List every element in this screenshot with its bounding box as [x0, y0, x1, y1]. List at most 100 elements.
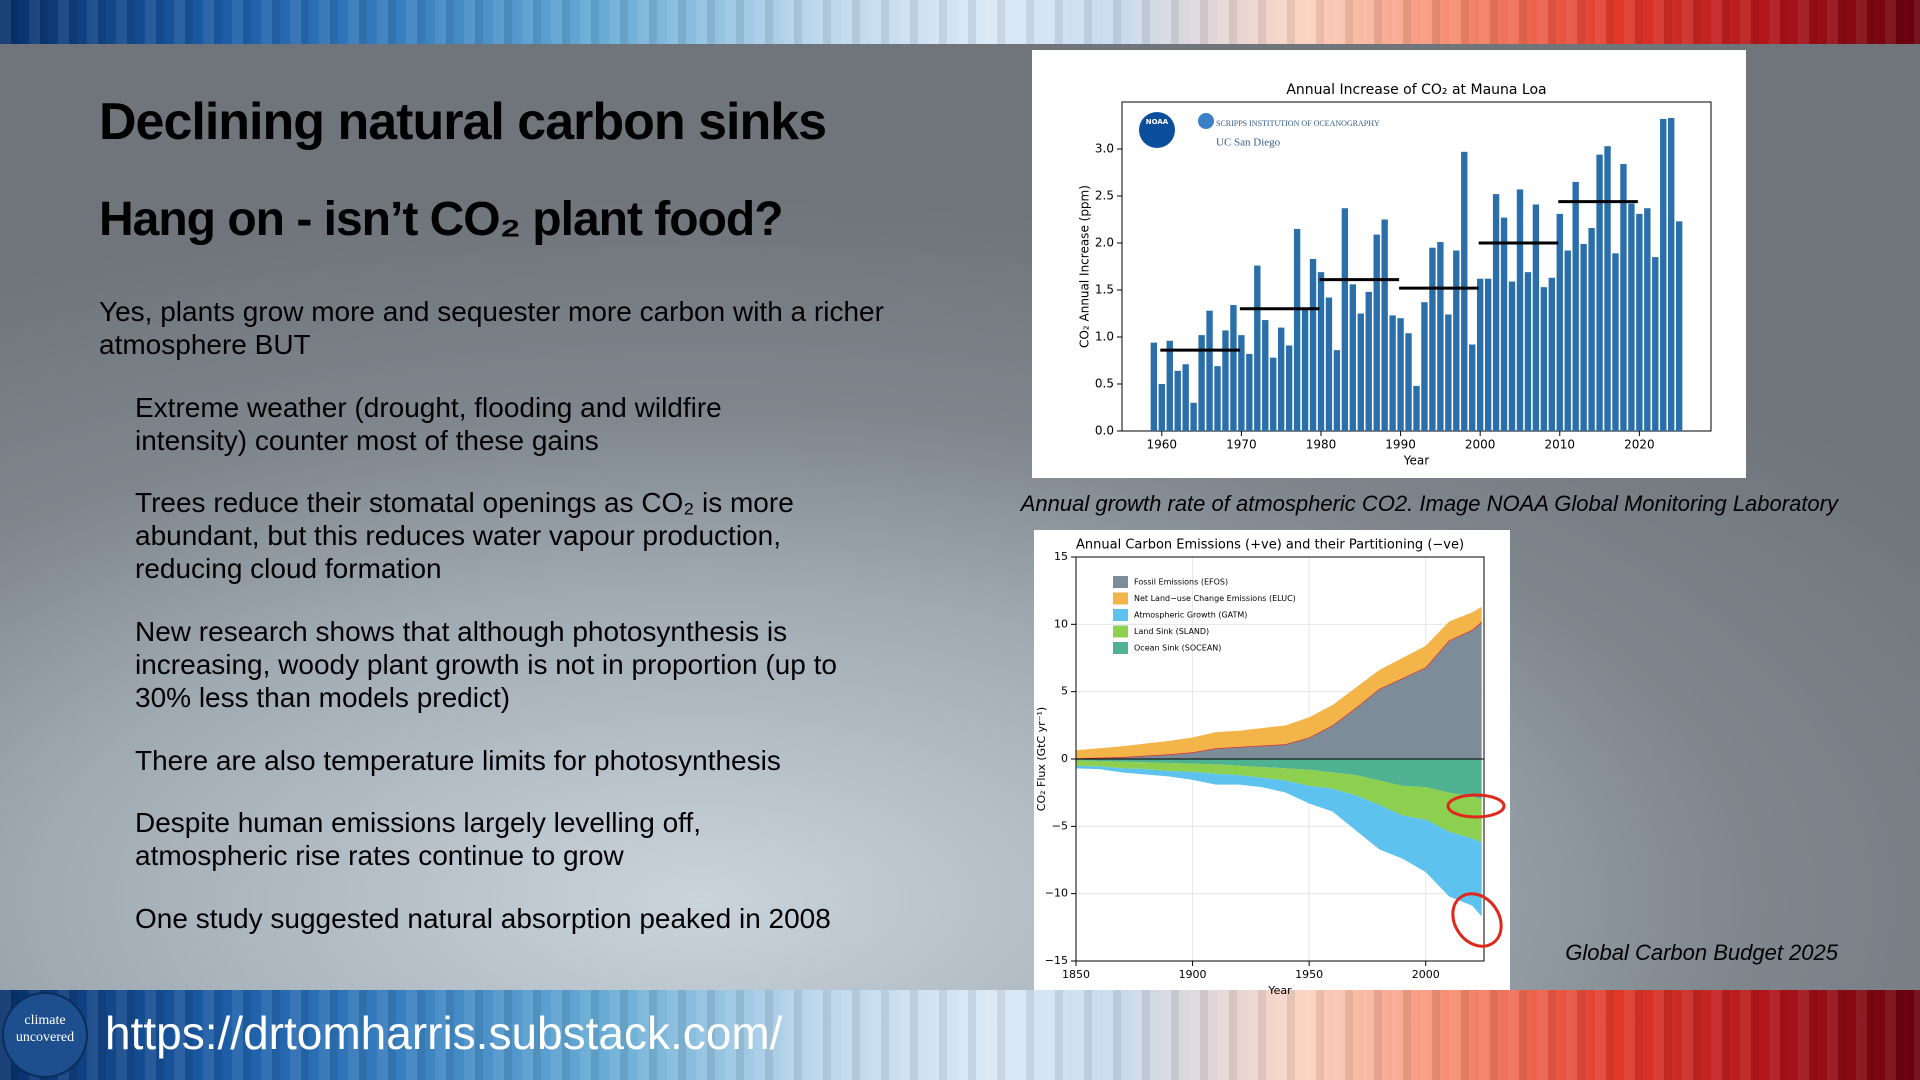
bar: [1365, 291, 1372, 431]
bar: [1333, 350, 1341, 431]
y-tick-label: 1.5: [1095, 283, 1114, 297]
bar: [1437, 242, 1444, 431]
bar: [1588, 227, 1595, 431]
bar: [1230, 305, 1237, 431]
bullet: Despite human emissions largely levellin…: [135, 807, 701, 871]
bar: [1325, 297, 1333, 431]
legend-swatch: [1113, 609, 1128, 621]
y-tick-label: 1.0: [1095, 330, 1114, 344]
bar: [1285, 345, 1293, 431]
noaa-logo: [1139, 112, 1175, 148]
bar: [1301, 308, 1309, 431]
bar: [1254, 265, 1261, 431]
x-tick-label: 1970: [1226, 438, 1257, 452]
area: [1076, 760, 1482, 843]
bar: [1628, 203, 1635, 431]
bar: [1238, 335, 1245, 431]
bar: [1222, 330, 1229, 431]
bar: [1572, 181, 1579, 431]
bar: [1644, 208, 1651, 431]
x-tick-label: 1980: [1306, 438, 1337, 452]
legend-swatch: [1113, 576, 1128, 588]
logo-label: UC San Diego: [1216, 137, 1281, 149]
x-tick-label: 1900: [1179, 968, 1207, 981]
y-tick-label: −5: [1052, 819, 1068, 832]
bar: [1476, 278, 1484, 431]
bar: [1150, 342, 1158, 431]
y-tick-label: 3.0: [1095, 142, 1114, 156]
y-tick-label: 0.0: [1095, 424, 1114, 438]
bar: [1596, 154, 1603, 431]
x-tick-label: 1960: [1147, 438, 1178, 452]
plot-frame: [1075, 556, 1485, 962]
bar: [1278, 327, 1285, 431]
bar: [1620, 164, 1627, 432]
bar: [1309, 258, 1317, 431]
x-axis-label: Year: [1403, 454, 1429, 468]
bar: [1652, 257, 1659, 431]
legend-swatch: [1113, 625, 1128, 638]
y-tick-label: 2.5: [1095, 189, 1114, 203]
bar: [1548, 277, 1555, 431]
bar: [1405, 333, 1412, 431]
figure-caption: Global Carbon Budget 2025: [1565, 940, 1838, 965]
bar: [1604, 146, 1611, 431]
chart-background: [1034, 530, 1510, 990]
bar: [1540, 287, 1548, 431]
bar: [1190, 402, 1197, 431]
bullet: There are also temperature limits for ph…: [135, 745, 781, 776]
bar: [1413, 385, 1420, 431]
y-tick-label: 0.5: [1095, 377, 1114, 391]
x-tick-label: 2010: [1544, 438, 1575, 452]
x-tick-label: 2000: [1465, 438, 1496, 452]
figure-caption: Annual growth rate of atmospheric CO2. I…: [1020, 491, 1838, 516]
bar: [1636, 213, 1643, 431]
bar: [1612, 253, 1619, 431]
bar: [1262, 320, 1269, 431]
legend-label: Net Land−use Change Emissions (ELUC): [1134, 594, 1296, 603]
intro-text: Yes, plants grow more and sequester more…: [99, 296, 884, 360]
logo-label: NOAA: [1146, 118, 1169, 126]
bar: [1389, 315, 1396, 431]
emissions-line: [1075, 621, 1483, 760]
bar: [1166, 340, 1173, 431]
bar: [1556, 213, 1563, 431]
y-tick-label: 10: [1054, 617, 1068, 630]
y-tick-label: 5: [1061, 685, 1068, 698]
bar: [1421, 302, 1428, 431]
bar: [1564, 250, 1571, 431]
x-tick-label: 1990: [1385, 438, 1416, 452]
bar: [1293, 228, 1301, 431]
bar: [1532, 204, 1540, 431]
chart-title: Annual Carbon Emissions (+ve) and their …: [1076, 538, 1464, 553]
bar: [1246, 353, 1253, 431]
area: [1076, 621, 1482, 759]
y-axis-label: CO₂ Annual Increase (ppm): [1078, 185, 1092, 348]
plot-frame: [1121, 101, 1712, 432]
bar: [1580, 243, 1587, 431]
bar: [1270, 357, 1277, 431]
bar: [1516, 189, 1524, 431]
y-tick-label: 0: [1061, 752, 1068, 765]
bar: [1453, 250, 1460, 431]
legend-label: Atmospheric Growth (GATM): [1134, 611, 1247, 620]
warming-stripes: [0, 990, 1920, 1080]
bullet: Trees reduce their stomatal openings as …: [135, 487, 794, 584]
bar: [1461, 151, 1468, 431]
slide-title: Declining natural carbon sinks: [99, 93, 827, 151]
bullet: One study suggested natural absorption p…: [135, 903, 831, 934]
bar: [1484, 278, 1492, 431]
area: [1076, 765, 1482, 917]
bar: [1524, 272, 1532, 431]
bar: [1381, 219, 1388, 431]
bar: [1174, 370, 1181, 431]
bar: [1317, 272, 1325, 431]
bar: [1214, 366, 1221, 431]
chart-background: [1032, 50, 1746, 478]
x-tick-label: 2020: [1624, 438, 1655, 452]
highlight-circle: [1446, 793, 1506, 819]
bar: [1198, 335, 1205, 431]
bullet: New research shows that although photosy…: [135, 616, 837, 713]
logo-label: SCRIPPS INSTITUTION OF OCEANOGRAPHY: [1216, 119, 1380, 128]
